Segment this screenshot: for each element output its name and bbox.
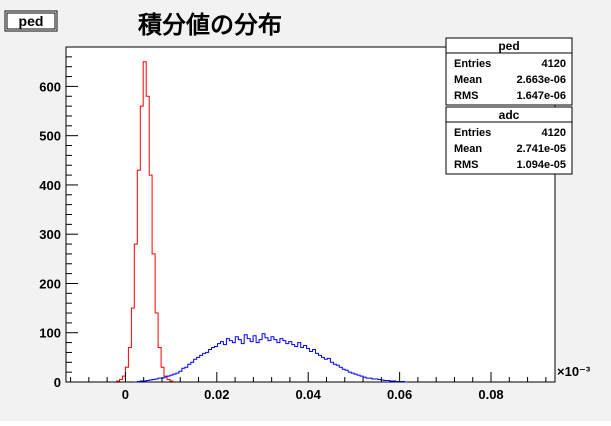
stats-row-label: RMS <box>454 90 478 102</box>
x-tick-label: 0.06 <box>387 387 412 402</box>
canvas-tag-label: ped <box>19 13 44 29</box>
x-tick-label: 0.04 <box>296 387 322 402</box>
stats-box-frame <box>445 37 573 106</box>
series-layer <box>116 61 408 383</box>
y-tick-label: 300 <box>39 227 61 242</box>
stats-row-value: 1.647e-06 <box>516 90 566 102</box>
stats-row-label: Entries <box>454 127 491 139</box>
y-tick-label: 500 <box>39 129 61 144</box>
y-tick-label: 400 <box>39 178 61 193</box>
canvas-tag: ped <box>4 10 58 32</box>
x-tick-label: 0.08 <box>478 387 503 402</box>
stats-row-value: 2.663e-06 <box>516 74 566 86</box>
stats-row-label: Entries <box>454 58 491 70</box>
y-tick-label: 200 <box>39 276 61 291</box>
stats-box-adc: adc Entries 4120 Mean 2.741e-05 RMS 1.094e-05 <box>445 106 573 175</box>
stats-row-label: Mean <box>454 143 482 155</box>
x-tick-label: 0 <box>122 387 129 402</box>
stats-row-value: 1.094e-05 <box>516 159 566 171</box>
x-exponent-label: ×10⁻³ <box>557 364 591 379</box>
chart-title: 積分値の分布 <box>138 11 282 39</box>
stats-box-frame <box>445 106 573 175</box>
stats-row-label: Mean <box>454 74 482 86</box>
stats-row-label: RMS <box>454 159 478 171</box>
y-tick-label: 600 <box>39 79 61 94</box>
x-tick-label: 0.02 <box>204 387 229 402</box>
stats-box-title: adc <box>499 108 520 122</box>
stats-row-value: 4120 <box>542 127 566 139</box>
stats-box-ped: ped Entries 4120 Mean 2.663e-06 RMS 1.647e-06 <box>445 37 573 106</box>
stats-box-title: ped <box>498 39 519 53</box>
y-tick-label: 0 <box>54 375 61 390</box>
stats-row-value: 2.741e-05 <box>516 143 566 155</box>
series-adc <box>134 333 408 383</box>
series-ped <box>116 61 174 382</box>
stats-layer: ped Entries 4120 Mean 2.663e-06 RMS 1.647e-06 a… <box>445 37 573 175</box>
axes-layer: 0 100 200 300 400 500 600 0 0.02 0.04 0.06 0.08 <box>39 46 547 402</box>
stats-row-value: 4120 <box>542 58 566 70</box>
y-tick-label: 100 <box>39 326 61 341</box>
